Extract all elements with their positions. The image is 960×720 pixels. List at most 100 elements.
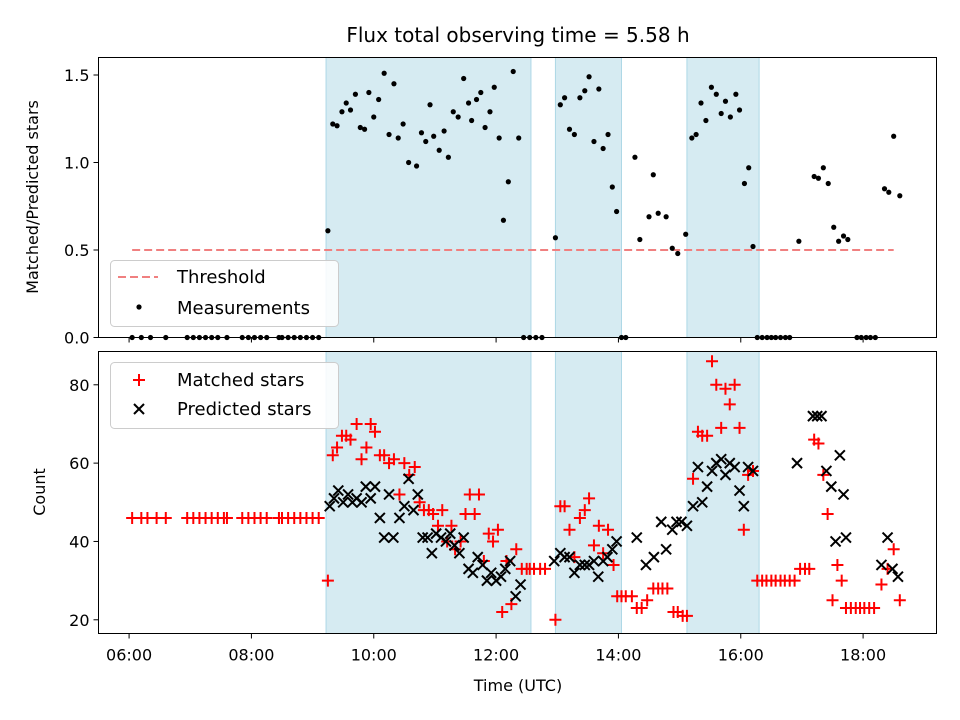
predicted-star-marker [648,551,660,563]
matched-star-marker [701,429,714,442]
ratio-observing-window-0 [325,57,532,338]
measurement-point [406,159,412,166]
matched-star-marker [728,378,741,391]
x-tick-label: 18:00 [840,646,886,665]
measurement-point [613,208,620,215]
measurement-point [500,217,507,223]
ratio-observing-window-2 [686,57,760,338]
matched-star-marker [344,433,357,446]
measurement-point [566,126,573,132]
predicted-star-marker [355,496,368,508]
x-tick-label: 08:00 [228,646,274,665]
count-y-tick-label: 60 [69,454,89,473]
predicted-star-marker [342,488,354,501]
predicted-star-marker [696,496,708,508]
predicted-star-marker [453,547,466,559]
matched-star-marker [706,355,719,368]
measurement-point [815,175,822,181]
measurements-legend-swatch [136,304,142,310]
predicted-star-marker [448,539,461,552]
matched-star-marker [641,594,654,607]
measurement-point [455,114,461,120]
matched-star-marker [360,441,373,454]
predicted-star-marker [416,531,429,544]
matched-star-marker [413,496,426,509]
ratio-legend: Threshold Measurements [110,260,339,327]
measurement-point [436,147,442,153]
matched-star-marker [710,378,723,391]
matched-star-marker [680,609,693,622]
measurement-point [347,107,354,113]
matched-star-marker [573,511,586,524]
measurement-point [516,135,522,141]
count-panel-frame [98,351,937,634]
measurement-point [366,89,372,96]
threshold-legend-label: Threshold [176,267,266,288]
measurement-point [325,228,331,234]
measurement-point [831,224,837,230]
measurement-point [713,91,719,97]
matched-star-marker [393,488,406,501]
predicted-star-marker [610,535,623,548]
measurement-point [750,243,756,250]
x-tick-label: 12:00 [473,646,519,665]
matched-star-marker [331,441,344,454]
measurement-point [591,138,597,145]
matched-star-marker [875,578,888,591]
matched-star-marker [687,472,700,485]
measurement-point [708,84,715,90]
measurement-point [632,154,638,160]
predicted-star-marker [374,512,386,524]
matched-star-marker [719,382,732,395]
matched-star-marker [587,539,600,552]
measurement-point [663,214,669,220]
predicted-star-marker [655,516,667,528]
matched-star-marker [893,594,906,607]
measurement-point [445,154,451,160]
predicted-star-marker [467,567,479,579]
matched-star-marker [733,421,746,434]
chart-title: Flux total observing time = 5.58 h [346,23,689,47]
predicted-star-marker [675,516,688,528]
matched-star-marker [868,602,881,615]
predicted-star-marker [886,563,899,575]
matched-star-marker [408,461,421,474]
measurement-point [376,96,382,103]
predicted-star-marker [426,547,438,559]
measurement-point [881,186,888,192]
predicted-star-marker [558,551,571,563]
predicted-star-marker [825,480,837,493]
matched-star-marker [487,535,500,548]
measurement-point [339,109,345,115]
predicted-star-marker [481,574,493,587]
matched-star-marker [715,421,728,434]
predicted-star-marker [807,410,819,422]
measurement-point [669,245,675,251]
matched-star-marker [355,453,368,466]
matched-star-marker [445,519,458,532]
matched-legend-swatch [133,374,145,386]
ratio-y-tick-label: 0.5 [64,241,89,260]
ratio-y-tick-label: 1.5 [64,66,89,85]
measurement-point [675,250,681,257]
count-y-axis-label: Count [30,468,49,516]
measurement-point [423,138,429,145]
measurement-point [605,131,611,138]
matched-star-marker [431,519,444,532]
predicted-star-marker [514,578,527,591]
predicted-star-marker [472,551,484,563]
predicted-star-marker [687,500,699,512]
predicted-star-marker [840,531,852,544]
matched-star-marker [387,453,400,466]
matched-star-marker [510,543,523,556]
matched-legend-label: Matched stars [177,370,304,391]
measurement-point [330,121,336,127]
matched-star-marker [625,590,638,603]
measurement-point [391,81,397,87]
predicted-star-marker [568,567,581,579]
ratio-observing-window-1 [554,57,622,338]
matched-star-marker [159,511,172,524]
measurement-point [505,179,511,185]
predicted-star-marker [728,461,741,473]
